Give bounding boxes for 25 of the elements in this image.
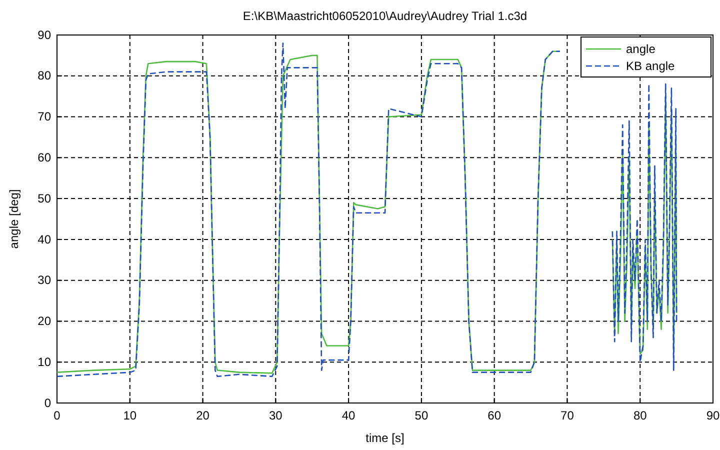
y-tick-label: 90 xyxy=(38,28,52,42)
legend-label: angle xyxy=(626,42,656,56)
x-tick-label: 70 xyxy=(560,408,574,423)
x-tick-label: 10 xyxy=(123,408,137,423)
y-tick-label: 40 xyxy=(38,232,52,246)
x-tick-label: 30 xyxy=(268,408,283,423)
y-tick-label: 60 xyxy=(38,150,52,165)
y-tick-label: 20 xyxy=(38,314,52,328)
chart-title: E:\KB\Maastricht06052010\Audrey\Audrey Trial 1.c3d xyxy=(242,9,528,23)
y-tick-label: 10 xyxy=(38,354,52,369)
y-tick-label: 50 xyxy=(38,191,52,206)
x-tick-label: 20 xyxy=(196,408,210,423)
y-tick-label: 70 xyxy=(38,110,52,124)
y-tick-label: 30 xyxy=(38,273,52,288)
legend-label: KB angle xyxy=(626,59,676,73)
x-tick-label: 90 xyxy=(706,408,720,423)
x-tick-label: 60 xyxy=(488,408,502,423)
y-axis-title: angle [deg] xyxy=(7,189,21,249)
y-tick-label: 80 xyxy=(38,68,52,83)
x-axis-title: time [s] xyxy=(366,431,404,445)
x-tick-label: 0 xyxy=(54,408,61,423)
x-tick-label: 80 xyxy=(633,408,648,423)
x-tick-label: 50 xyxy=(414,408,428,423)
x-tick-label: 40 xyxy=(342,408,356,423)
y-tick-label: 0 xyxy=(44,396,52,410)
